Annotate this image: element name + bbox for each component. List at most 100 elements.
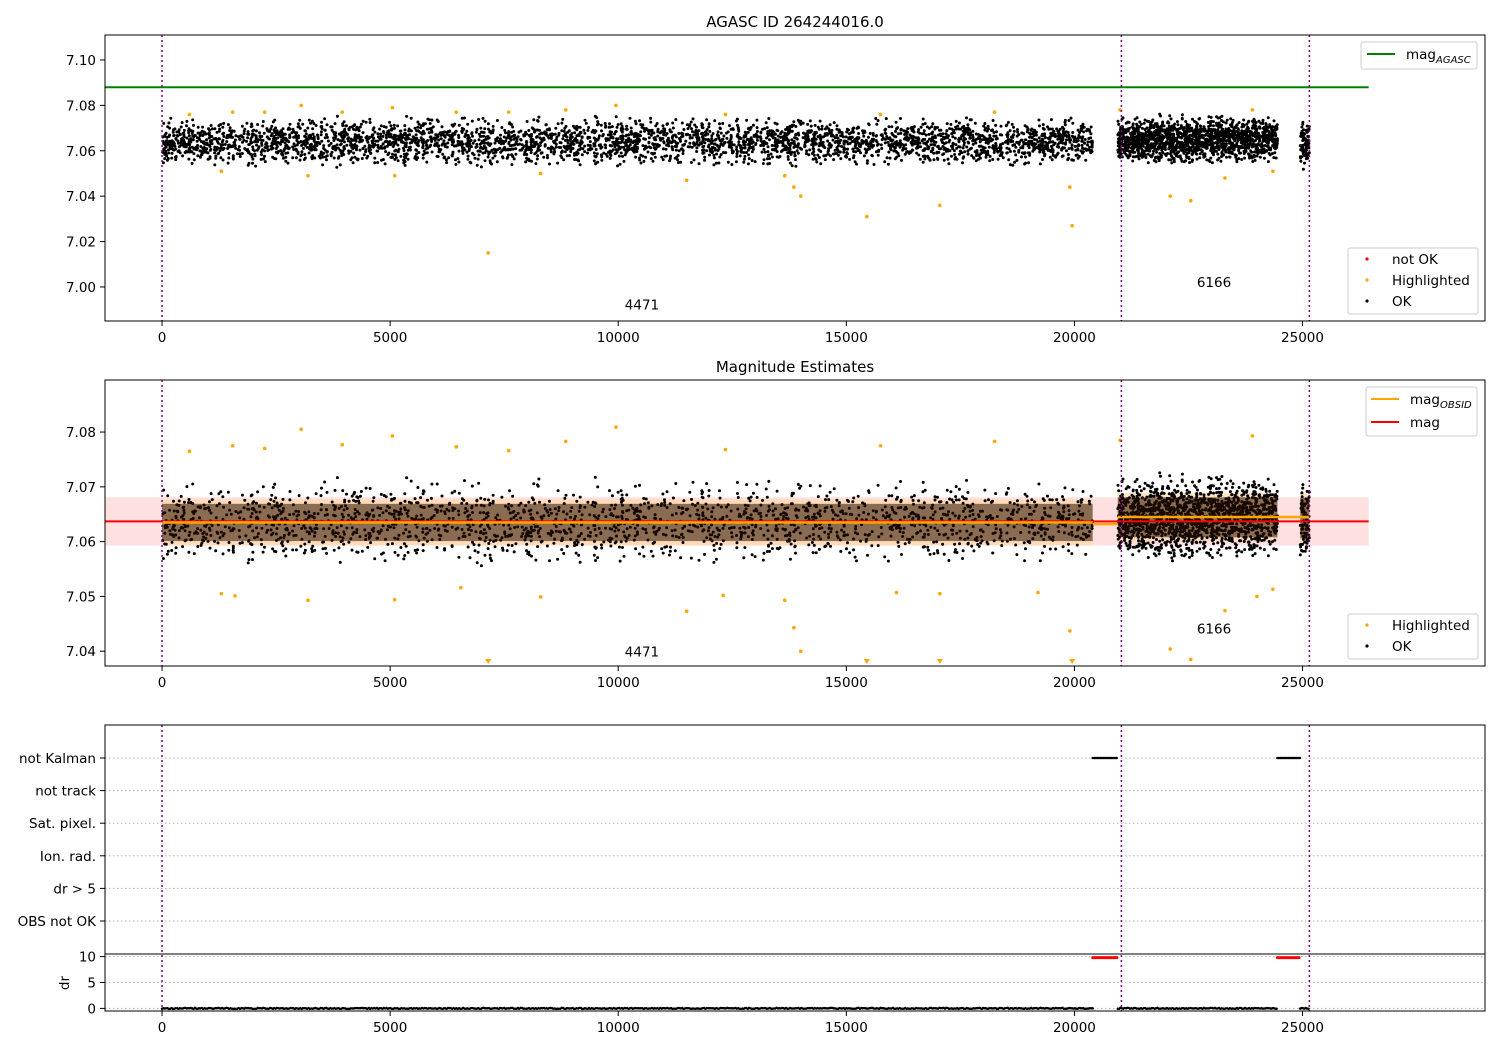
highlighted-point [459, 585, 463, 590]
highlighted-point [894, 590, 899, 595]
ok-points-segment-0 [161, 114, 1094, 169]
flag-category-label: dr > 5 [53, 881, 96, 897]
magnitude-estimates-panel: Magnitude Estimates 4471 6166 7.04 7.05 7.06… [66, 358, 1486, 691]
x-tick-label: 10000 [597, 675, 640, 691]
dr-axis-label: dr [57, 975, 73, 990]
panel-data-layer [105, 380, 1369, 666]
highlighted-point [614, 425, 618, 429]
highlighted-point [1223, 608, 1227, 613]
y-tick-label: 7.06 [66, 144, 96, 160]
highlighted-point [1036, 590, 1040, 595]
highlighted-point [798, 649, 803, 654]
flag-category-label: not track [35, 784, 96, 800]
x-tick-label: 10000 [597, 330, 640, 346]
highlighted-point [1255, 594, 1259, 599]
highlighted-point [506, 448, 511, 453]
highlighted-point [865, 214, 869, 219]
legend-mag-agasc-label: magAGASC [1406, 47, 1471, 66]
panel1-status-legend [1347, 247, 1479, 315]
flag-category-label: Sat. pixel. [29, 816, 96, 832]
highlighted-point [1188, 657, 1193, 662]
legend-highlighted-marker [1365, 278, 1369, 282]
highlighted-point [992, 439, 997, 444]
highlighted-point [390, 434, 395, 438]
offscale-marker [1069, 659, 1076, 664]
highlighted-point [1271, 587, 1275, 592]
x-tick-label: 25000 [1281, 675, 1324, 691]
x-tick-label: 25000 [1281, 1020, 1324, 1036]
flags-panel: not Kalman not track Sat. pixel. Ion. rad. d… [18, 724, 1486, 1036]
obsid-label: 6166 [1197, 275, 1231, 291]
x-tick-label: 5000 [373, 1020, 407, 1036]
panel2-plot-area: 4471 6166 7.04 7.05 7.06 7.07 7.08 0 5000 10000 15… [66, 379, 1486, 691]
highlighted-point [1250, 434, 1255, 438]
highlighted-point [538, 595, 543, 599]
highlighted-point [798, 194, 803, 198]
highlighted-point [1168, 194, 1173, 198]
highlighted-point [723, 447, 728, 452]
offscale-marker [485, 659, 492, 664]
x-tick-label: 0 [158, 1020, 167, 1036]
highlighted-point [1068, 629, 1072, 633]
highlighted-point [506, 110, 511, 114]
x-tick-label: 10000 [597, 1020, 640, 1036]
dr-frame [104, 953, 1486, 1012]
highlighted-point [1168, 647, 1173, 651]
highlighted-point [1223, 176, 1227, 180]
x-tick-label: 0 [158, 330, 167, 346]
highlighted-point [219, 591, 224, 596]
highlighted-point [792, 185, 796, 189]
legend-highlighted-label: Highlighted [1392, 273, 1470, 289]
dr-low-points [1116, 1006, 1278, 1011]
highlighted-point [792, 625, 796, 630]
highlighted-point [563, 108, 568, 112]
panel2-status-legend [1347, 613, 1479, 660]
highlighted-point [454, 445, 459, 449]
y-tick-label: 7.08 [66, 425, 96, 441]
obsid-label: 4471 [625, 298, 659, 314]
legend2-ok-marker [1365, 644, 1369, 648]
highlighted-point [187, 112, 192, 117]
highlighted-point [938, 591, 942, 596]
highlighted-point [721, 593, 725, 598]
highlighted-point [992, 110, 997, 114]
highlighted-point [538, 171, 543, 176]
panel1-overlay: not OK Highlighted OK magAGASC [1347, 41, 1479, 315]
y-tick-label: 7.04 [66, 189, 96, 205]
highlighted-point [262, 110, 267, 114]
highlighted-point [299, 103, 303, 108]
highlighted-point [219, 169, 224, 173]
flag-category-label: OBS not OK [18, 914, 98, 930]
highlighted-point [782, 598, 787, 603]
panel1-plot-area: 4471 6166 7.00 7.02 7.04 7.06 7.08 7.10 0 5000 100… [66, 34, 1486, 346]
highlighted-point [1188, 198, 1193, 203]
panel-data-layer [105, 35, 1369, 321]
x-tick-label: 20000 [1053, 330, 1096, 346]
panel2-overlay: Highlighted OK magOBSID mag [1347, 386, 1479, 660]
x-tick-label: 0 [158, 675, 167, 691]
highlighted-point [233, 594, 237, 598]
legend2-ok-label: OK [1392, 639, 1413, 655]
highlighted-point [187, 449, 192, 454]
highlighted-point [390, 105, 395, 110]
panel-frame [104, 34, 1486, 322]
obsid-label: 6166 [1197, 622, 1231, 638]
highlighted-point [306, 598, 310, 603]
dr-low-points [1298, 1006, 1310, 1010]
y-tick-label: 7.00 [66, 280, 96, 296]
legend-mag-obsid-label: magOBSID [1410, 392, 1472, 411]
y-tick-label: 7.06 [66, 535, 96, 551]
highlighted-point [614, 103, 618, 108]
highlighted-point [878, 443, 883, 448]
highlighted-point [299, 427, 303, 432]
highlighted-point [454, 110, 459, 114]
highlighted-point [878, 112, 883, 117]
highlighted-point [1068, 185, 1072, 189]
x-tick-label: 5000 [373, 675, 407, 691]
x-tick-label: 15000 [825, 1020, 868, 1036]
highlighted-point [684, 609, 689, 614]
legend-mag-label: mag [1410, 415, 1440, 431]
y-tick-label: 7.07 [66, 480, 96, 496]
highlighted-point [1271, 169, 1275, 173]
y-tick-label: 7.04 [66, 644, 96, 660]
